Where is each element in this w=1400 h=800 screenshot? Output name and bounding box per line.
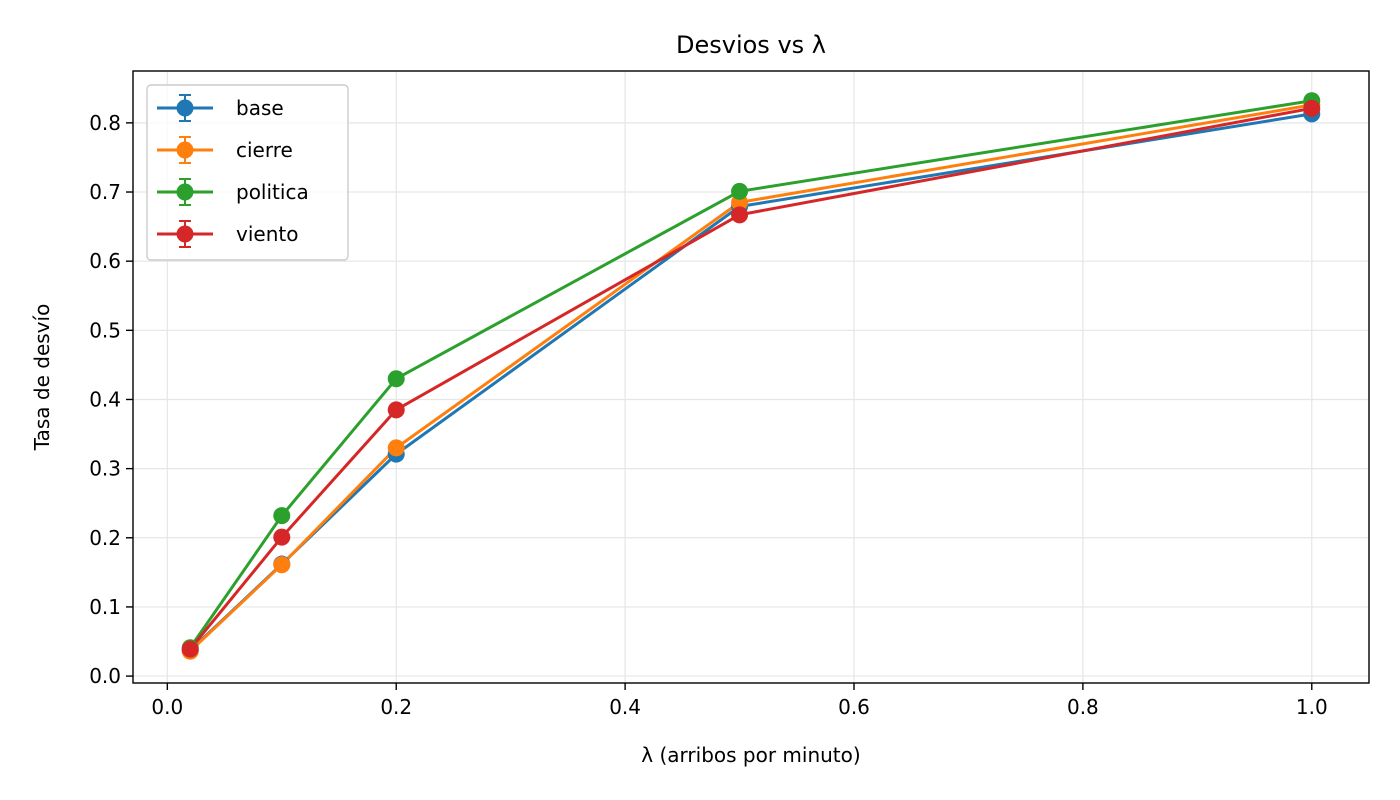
legend-label-base: base	[236, 96, 284, 120]
data-point-politica	[387, 370, 405, 388]
legend-label-cierre: cierre	[236, 138, 293, 162]
data-point-politica	[273, 507, 291, 525]
legend-box	[146, 84, 349, 261]
series-line-cierre	[189, 103, 1313, 653]
data-point-politica	[731, 182, 749, 200]
y-tick-label: 0.1	[89, 595, 121, 619]
x-tick-label: 0.8	[1067, 695, 1099, 719]
series-line-politica	[188, 99, 1313, 649]
data-point-cierre	[273, 556, 291, 574]
legend-marker-base	[176, 99, 194, 117]
x-tick-label: 0.0	[151, 695, 183, 719]
y-tick-label: 0.5	[89, 318, 121, 342]
x-tick-label: 0.2	[380, 695, 412, 719]
x-axis-label: λ (arribos por minuto)	[641, 743, 860, 767]
series-line-base	[189, 112, 1313, 652]
plot-area-frame	[132, 70, 1370, 684]
grid-layer	[133, 71, 1369, 683]
data-point-viento	[1303, 99, 1321, 117]
y-tick-label: 0.8	[89, 111, 121, 135]
y-tick-label: 0.3	[89, 457, 121, 481]
legend-marker-politica	[176, 183, 194, 201]
x-tick-label: 0.6	[838, 695, 870, 719]
data-point-viento	[273, 528, 291, 546]
y-tick-label: 0.2	[89, 526, 121, 550]
data-point-viento	[181, 640, 199, 658]
series-lines	[188, 99, 1313, 653]
y-tick-label: 0.0	[89, 664, 121, 688]
y-axis-label: Tasa de desvío	[30, 304, 54, 452]
legend-marker-viento	[176, 225, 194, 243]
y-tick-label: 0.6	[89, 249, 121, 273]
legend: base cierre politica viento	[146, 84, 349, 261]
legend-label-politica: politica	[236, 180, 309, 204]
y-tick-label: 0.7	[89, 180, 121, 204]
chart-title: Desvios vs λ	[676, 31, 826, 59]
x-tick-label: 1.0	[1296, 695, 1328, 719]
x-tick-label: 0.4	[609, 695, 641, 719]
series-points	[181, 92, 1321, 660]
data-point-viento	[731, 206, 749, 224]
y-tick-label: 0.4	[89, 387, 121, 411]
x-axis-ticks: 0.0 0.2 0.4 0.6 0.8 1.0	[151, 683, 1328, 719]
data-point-viento	[387, 401, 405, 419]
y-axis-ticks: 0.0 0.1 0.2 0.3 0.4 0.5 0.6 0.7 0.8	[89, 111, 133, 688]
legend-label-viento: viento	[236, 222, 298, 246]
legend-marker-cierre	[176, 141, 194, 159]
data-point-cierre	[387, 439, 405, 457]
